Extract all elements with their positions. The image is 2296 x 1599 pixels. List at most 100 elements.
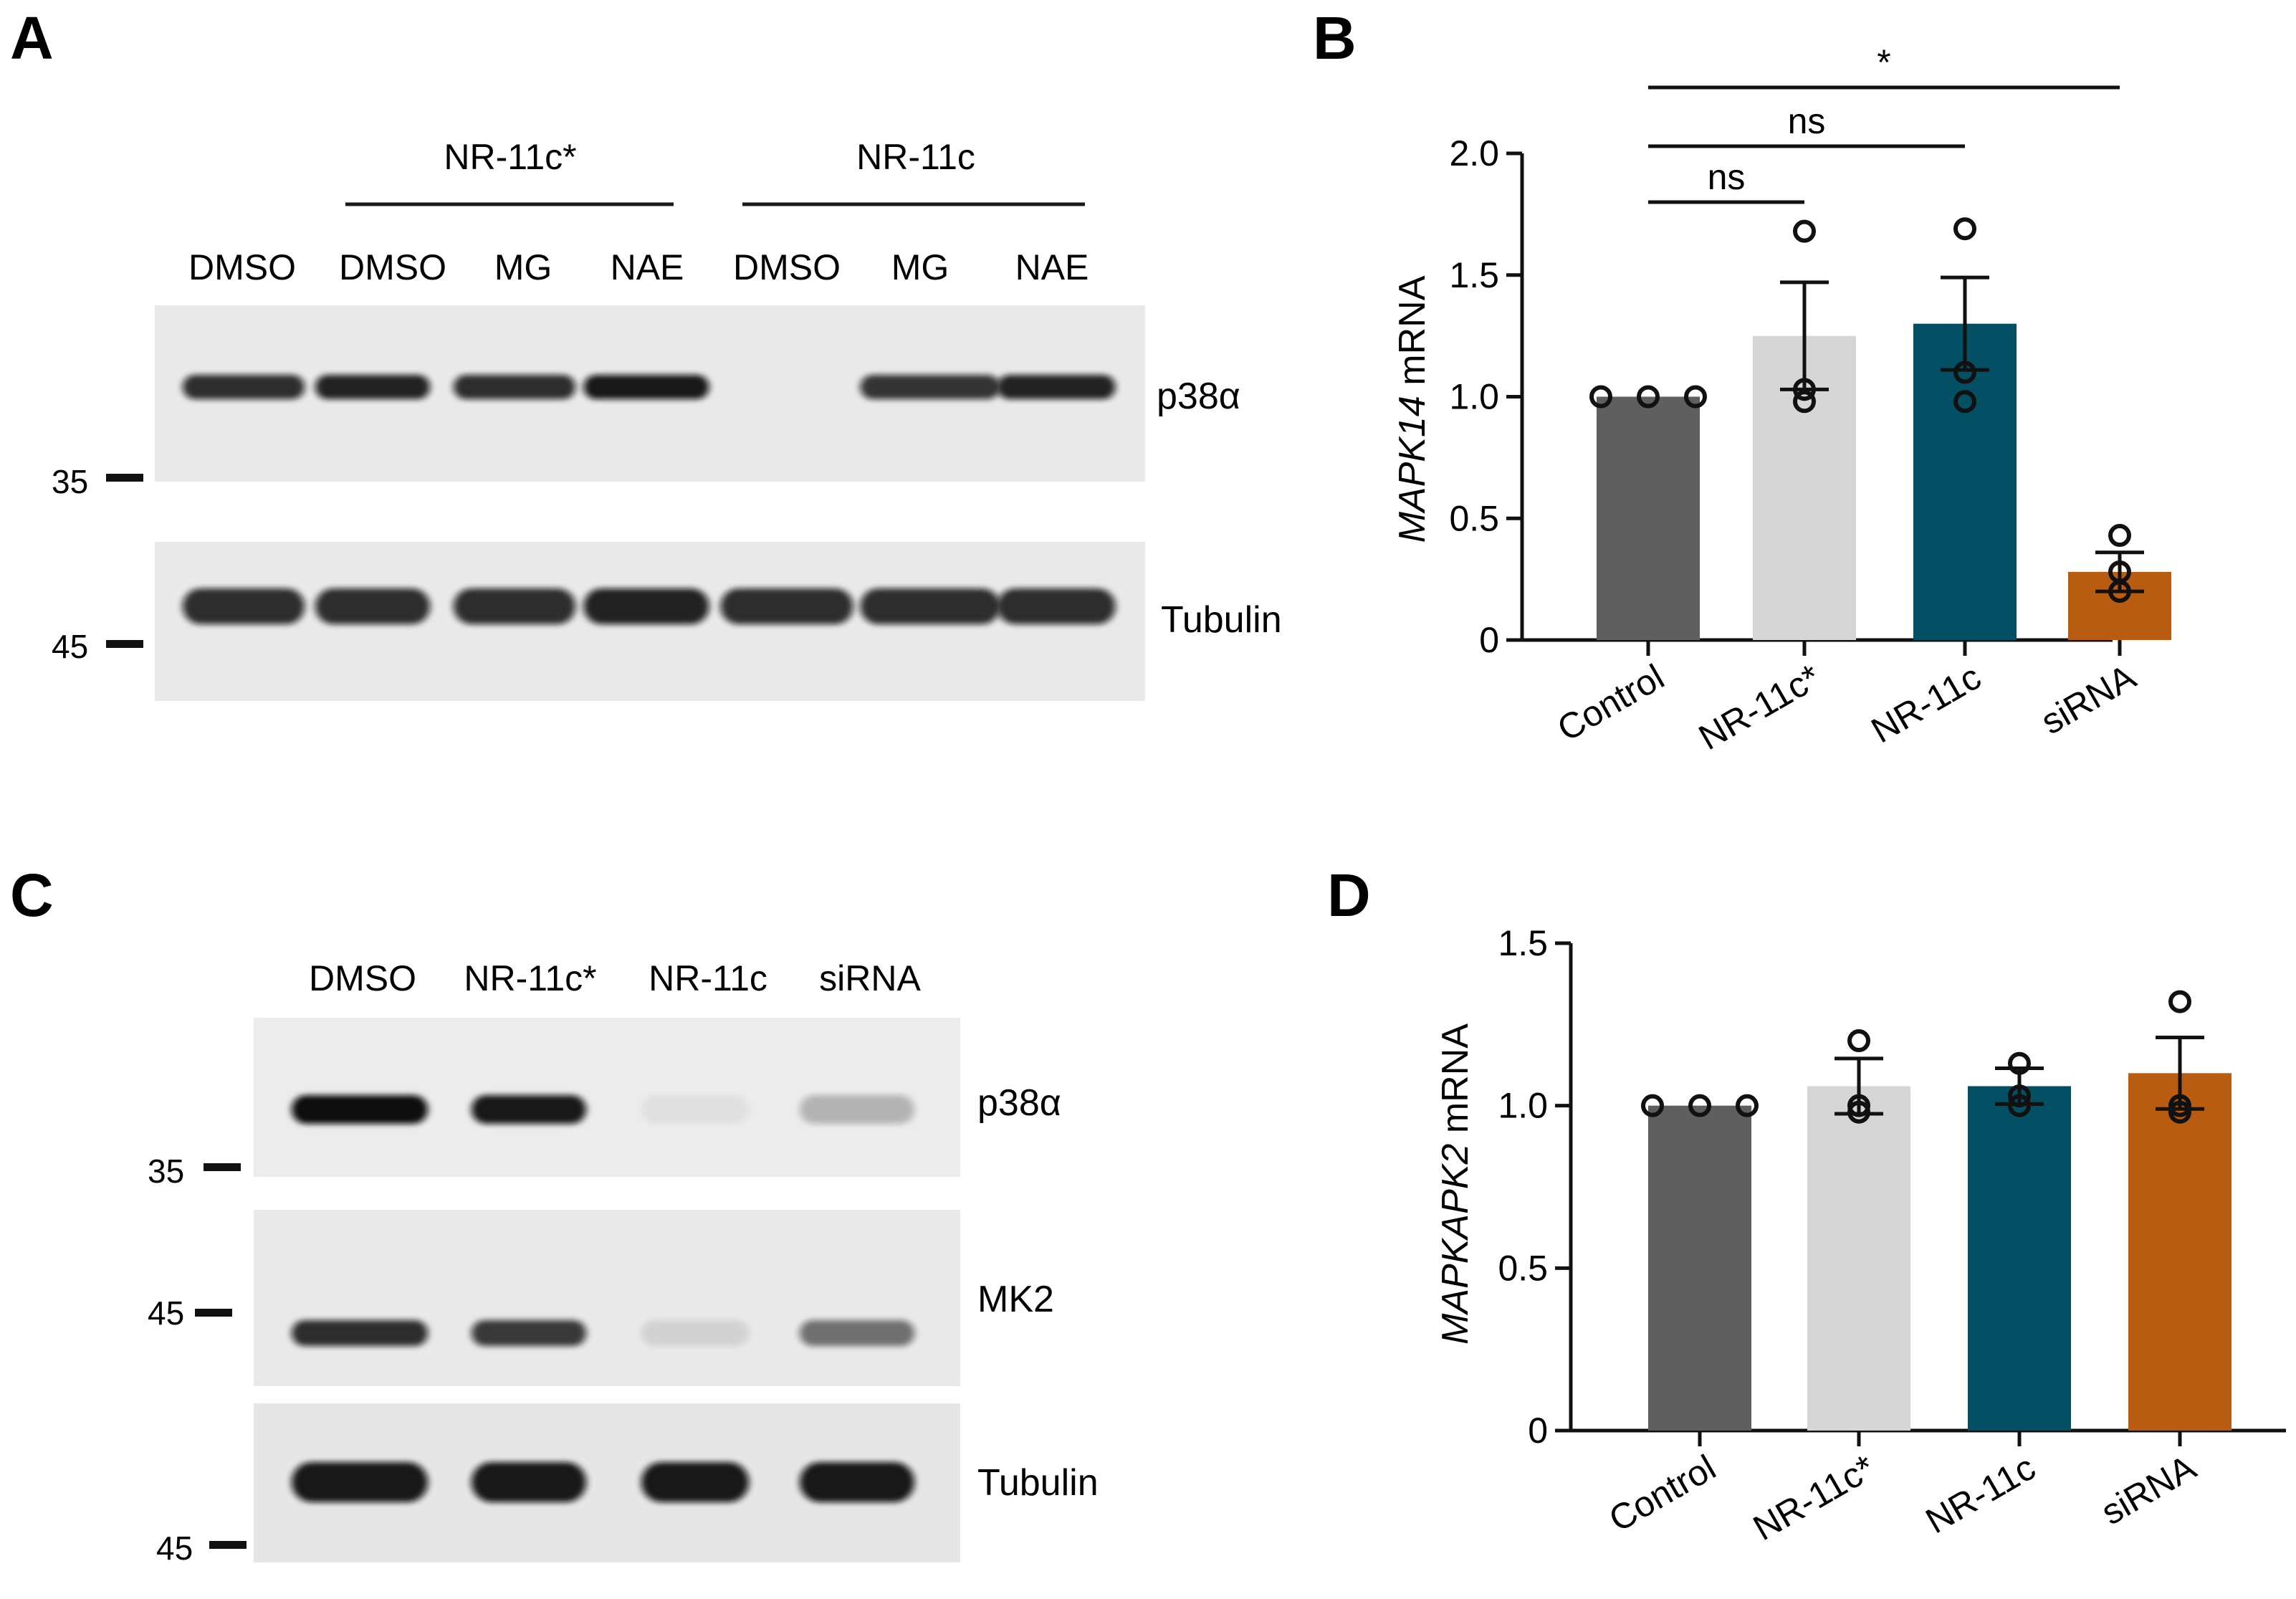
y-tick-label: 1.0 bbox=[1498, 1086, 1548, 1126]
y-tick-label: 1.5 bbox=[1449, 255, 1499, 295]
bar bbox=[1968, 1086, 2071, 1431]
chart-d-mapkapk2: MAPKAPK2 mRNA 0 0.5 1.0 1.5 Control NR-11c* NR… bbox=[1435, 923, 2286, 1548]
blot-label-tubulin: Tubulin bbox=[977, 1462, 1099, 1504]
blot-label-tubulin: Tubulin bbox=[1161, 599, 1282, 641]
blot-band-p38a bbox=[183, 375, 305, 399]
data-point bbox=[1847, 1100, 1870, 1124]
data-point bbox=[1736, 1094, 1759, 1117]
data-point bbox=[1688, 1094, 1711, 1117]
data-point bbox=[1589, 385, 1612, 409]
mw-marker-label: 45 bbox=[156, 1529, 193, 1567]
x-tick-label: NR-11c bbox=[1865, 657, 1988, 750]
blot-band-mk2 bbox=[800, 1320, 914, 1346]
blot-label-p38a: p38α bbox=[1157, 376, 1240, 417]
panel-letter-a: A bbox=[10, 4, 54, 72]
blot-bands-p38a bbox=[183, 375, 1116, 399]
blot-band-p38a bbox=[583, 375, 709, 399]
blot-band-tubulin bbox=[292, 1462, 428, 1502]
blot-band-p38a bbox=[454, 375, 575, 399]
y-tick-label: 1.0 bbox=[1449, 377, 1499, 417]
bar bbox=[1597, 396, 1700, 640]
lane-labels: DMSO NR-11c* NR-11c siRNA bbox=[309, 958, 921, 998]
blot-bands-mk2 bbox=[292, 1320, 914, 1346]
significance-label: ns bbox=[1788, 101, 1826, 141]
lane-label: DMSO bbox=[309, 958, 416, 998]
x-tick-label: Control bbox=[1551, 657, 1671, 749]
blot-band-p38a bbox=[800, 1095, 914, 1124]
mw-marker-label: 45 bbox=[148, 1294, 184, 1332]
lane-label: DMSO bbox=[188, 247, 296, 287]
data-point bbox=[2168, 990, 2191, 1013]
blot-band-tubulin bbox=[472, 1462, 586, 1502]
mw-marker-tick bbox=[204, 1163, 241, 1171]
blot-band-mk2 bbox=[472, 1320, 586, 1346]
blot-bands-tubulin bbox=[183, 588, 1116, 624]
blot-band-p38a bbox=[292, 1095, 428, 1124]
blot-band-mk2 bbox=[292, 1320, 428, 1346]
bar bbox=[1648, 1105, 1751, 1431]
blot-band-tubulin bbox=[454, 588, 575, 624]
blot-label-mk2: MK2 bbox=[977, 1279, 1054, 1320]
blot-band-p38a bbox=[997, 375, 1116, 399]
blot-band-tubulin bbox=[997, 588, 1116, 624]
y-tick-label: 1.5 bbox=[1498, 923, 1548, 963]
bar bbox=[1807, 1086, 1910, 1431]
blot-bands-tubulin bbox=[292, 1462, 914, 1502]
lane-label: MG bbox=[891, 247, 950, 287]
panel-letter-c: C bbox=[10, 861, 54, 929]
blot-band-mk2 bbox=[641, 1320, 749, 1346]
bar bbox=[2128, 1073, 2232, 1431]
blot-band-p38a bbox=[315, 375, 430, 399]
group-label-nr11c: NR-11c bbox=[856, 137, 975, 177]
blot-band-tubulin bbox=[720, 588, 853, 624]
data-point bbox=[1793, 378, 1816, 401]
lane-label: NR-11c bbox=[649, 958, 767, 998]
lane-label: NAE bbox=[611, 247, 684, 287]
y-tick-label: 0 bbox=[1528, 1411, 1548, 1451]
y-tick-label: 0 bbox=[1479, 620, 1499, 660]
blot-strip-mk2 bbox=[254, 1210, 960, 1386]
x-tick-label: NR-11c bbox=[1919, 1447, 2042, 1541]
data-point bbox=[1684, 385, 1707, 409]
mw-marker-tick bbox=[209, 1541, 247, 1549]
x-tick-label: Control bbox=[1602, 1447, 1723, 1540]
y-tick-label: 0.5 bbox=[1449, 498, 1499, 538]
y-axis-label: MAPK14 mRNA bbox=[1392, 275, 1433, 543]
data-point bbox=[2168, 1100, 2191, 1124]
data-point bbox=[1953, 217, 1976, 241]
y-tick-label: 0.5 bbox=[1498, 1248, 1548, 1288]
mw-marker-label: 35 bbox=[148, 1152, 184, 1190]
data-point bbox=[1847, 1029, 1870, 1052]
data-point bbox=[1953, 390, 1976, 414]
blot-band-tubulin bbox=[315, 588, 430, 624]
data-point bbox=[1637, 385, 1660, 409]
lane-label: MG bbox=[494, 247, 553, 287]
blot-band-p38a bbox=[472, 1095, 586, 1124]
blot-band-p38a bbox=[641, 1095, 749, 1124]
data-point bbox=[1793, 390, 1816, 414]
panel-c-western-blot: DMSO NR-11c* NR-11c siRNA p38α MK2 Tubul… bbox=[148, 958, 1099, 1567]
lane-label: NR-11c* bbox=[464, 958, 596, 998]
blot-bands-p38a bbox=[292, 1095, 914, 1124]
blot-label-p38a: p38α bbox=[977, 1082, 1061, 1124]
bar bbox=[1913, 323, 2017, 640]
lane-label: DMSO bbox=[339, 247, 446, 287]
data-point bbox=[2008, 1084, 2031, 1108]
blot-band-tubulin bbox=[183, 588, 305, 624]
blot-band-tubulin bbox=[641, 1462, 749, 1502]
mw-marker-tick bbox=[106, 474, 143, 482]
x-tick-label: siRNA bbox=[2095, 1447, 2203, 1533]
lane-label: siRNA bbox=[819, 958, 921, 998]
data-point bbox=[2008, 1094, 2031, 1117]
x-tick-label: NR-11c* bbox=[1746, 1447, 1881, 1548]
data-point bbox=[2008, 1051, 2031, 1075]
group-label-nr11c-star: NR-11c* bbox=[444, 137, 576, 177]
blot-band-tubulin bbox=[800, 1462, 914, 1502]
mw-marker-tick bbox=[195, 1309, 232, 1317]
y-axis-label: MAPKAPK2 mRNA bbox=[1435, 1023, 1476, 1345]
data-point bbox=[1793, 219, 1816, 243]
y-tick-label: 2.0 bbox=[1449, 133, 1499, 173]
mw-marker-label: 35 bbox=[52, 463, 88, 500]
